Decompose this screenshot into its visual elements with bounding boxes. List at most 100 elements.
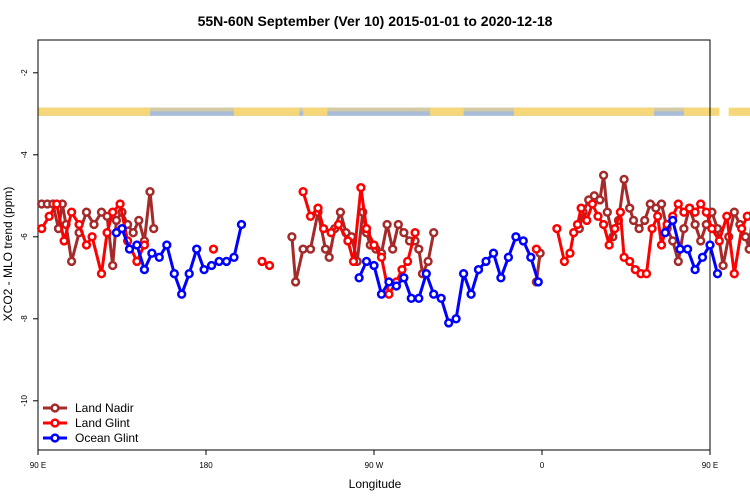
data-point bbox=[139, 264, 150, 275]
data-point bbox=[169, 269, 179, 279]
data-point bbox=[587, 199, 598, 209]
data-point bbox=[333, 219, 344, 230]
data-point bbox=[696, 199, 706, 209]
data-point bbox=[369, 260, 379, 271]
series-group bbox=[37, 170, 750, 328]
data-point bbox=[647, 223, 657, 234]
x-tick-label: 90 W bbox=[365, 461, 384, 470]
x-tick-label: 90 E bbox=[702, 461, 718, 470]
data-point bbox=[397, 264, 407, 275]
data-point bbox=[640, 215, 650, 226]
data-point bbox=[128, 228, 138, 238]
data-point bbox=[641, 269, 652, 279]
y-axis-label: XCO2 - MLO trend (ppm) bbox=[1, 187, 15, 322]
ocean-strip bbox=[38, 107, 710, 116]
data-point bbox=[488, 248, 499, 258]
data-point bbox=[343, 236, 353, 246]
legend-label: Land Nadir bbox=[75, 401, 134, 415]
data-point bbox=[87, 232, 97, 242]
data-point bbox=[326, 228, 336, 238]
data-point bbox=[744, 244, 750, 254]
data-point bbox=[668, 215, 678, 226]
data-point bbox=[559, 256, 570, 267]
land-strip bbox=[234, 107, 300, 116]
data-point bbox=[287, 232, 297, 242]
data-point bbox=[690, 219, 700, 230]
data-point bbox=[615, 207, 626, 217]
data-point bbox=[356, 182, 366, 193]
data-point bbox=[518, 236, 528, 246]
land-strip bbox=[728, 107, 750, 116]
legend-marker bbox=[50, 418, 60, 428]
land-strip bbox=[430, 107, 464, 116]
data-point bbox=[115, 199, 125, 209]
data-point bbox=[421, 269, 431, 279]
land-strip bbox=[303, 107, 328, 116]
data-point bbox=[701, 207, 711, 217]
data-point bbox=[429, 289, 439, 299]
data-point bbox=[177, 289, 187, 299]
land-strip bbox=[38, 107, 150, 116]
data-point bbox=[690, 207, 700, 217]
data-point bbox=[221, 256, 232, 267]
data-point bbox=[656, 240, 667, 250]
data-point bbox=[533, 277, 543, 287]
data-point bbox=[132, 256, 142, 267]
data-point bbox=[444, 318, 454, 328]
data-point bbox=[361, 256, 372, 267]
data-point bbox=[298, 187, 308, 197]
data-point bbox=[737, 223, 747, 234]
data-point bbox=[625, 203, 635, 213]
data-point bbox=[298, 244, 308, 254]
data-point bbox=[108, 260, 118, 271]
data-point bbox=[414, 244, 424, 254]
data-point bbox=[402, 256, 413, 267]
data-point bbox=[458, 269, 469, 279]
data-point bbox=[96, 269, 107, 279]
data-point bbox=[335, 207, 346, 217]
data-point bbox=[134, 215, 144, 226]
data-point bbox=[59, 236, 69, 246]
data-point bbox=[718, 260, 728, 271]
data-point bbox=[582, 215, 592, 226]
data-point bbox=[52, 199, 62, 209]
data-point bbox=[124, 244, 135, 254]
land-strip bbox=[514, 107, 654, 116]
legend-marker bbox=[50, 433, 60, 443]
data-point bbox=[602, 207, 612, 217]
data-point bbox=[117, 223, 127, 234]
data-point bbox=[108, 207, 118, 217]
data-point bbox=[707, 223, 717, 234]
data-point bbox=[305, 244, 316, 254]
data-point bbox=[593, 211, 603, 221]
data-point bbox=[257, 256, 267, 267]
data-point bbox=[236, 219, 247, 230]
data-point bbox=[682, 244, 693, 254]
data-point bbox=[290, 277, 301, 287]
data-point bbox=[199, 264, 209, 275]
data-point bbox=[526, 252, 536, 262]
data-point bbox=[690, 264, 700, 275]
data-point bbox=[406, 293, 416, 303]
land-strip-top bbox=[38, 107, 710, 112]
data-point bbox=[625, 256, 635, 267]
data-point bbox=[423, 256, 433, 267]
data-point bbox=[552, 223, 562, 234]
data-point bbox=[503, 252, 514, 262]
data-point bbox=[81, 207, 92, 217]
data-point bbox=[429, 228, 439, 238]
data-point bbox=[729, 269, 739, 279]
data-point bbox=[324, 252, 334, 262]
data-point bbox=[393, 219, 403, 230]
data-point bbox=[388, 244, 398, 254]
data-point bbox=[598, 170, 609, 180]
data-point bbox=[391, 281, 402, 291]
data-point bbox=[376, 289, 387, 299]
data-point bbox=[305, 211, 316, 221]
data-point bbox=[451, 314, 461, 324]
data-point bbox=[572, 219, 583, 230]
data-point bbox=[81, 240, 92, 250]
data-point bbox=[149, 223, 159, 234]
data-point bbox=[139, 240, 150, 250]
data-point bbox=[147, 248, 157, 258]
